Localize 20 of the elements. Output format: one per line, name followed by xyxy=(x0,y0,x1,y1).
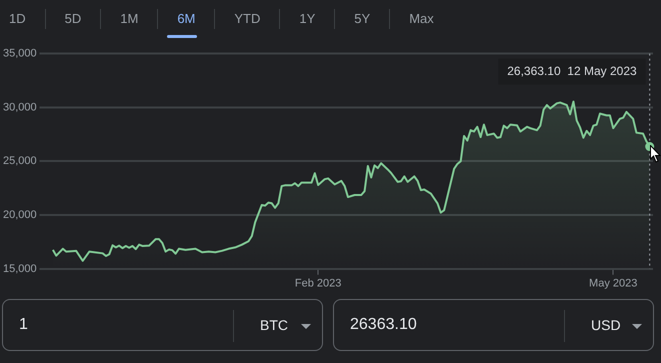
text: BTC xyxy=(260,317,288,333)
y-tick-label: 25,000 xyxy=(2,155,37,168)
text: Max xyxy=(408,10,435,28)
annotation: 26,363.10 12 May 2023 xyxy=(507,64,638,78)
text: 6M xyxy=(168,9,216,29)
text: 1D xyxy=(0,9,46,29)
text: USD xyxy=(591,317,621,333)
text: YTD xyxy=(225,9,280,29)
text: 1 xyxy=(19,316,28,334)
y-tick-label: 30,000 xyxy=(2,101,37,114)
text: 26363.10 xyxy=(350,316,417,334)
text: 5Y xyxy=(345,9,390,29)
y-tick-label: 15,000 xyxy=(2,262,37,275)
x-tick-label: Feb 2023 xyxy=(294,277,342,290)
y-tick-label: 20,000 xyxy=(2,209,37,222)
text: 1M xyxy=(111,9,158,29)
x-tick-label: May 2023 xyxy=(589,277,638,290)
y-tick-label: 35,000 xyxy=(2,48,37,60)
text: 1Y xyxy=(290,9,336,29)
text: 5D xyxy=(56,9,102,29)
